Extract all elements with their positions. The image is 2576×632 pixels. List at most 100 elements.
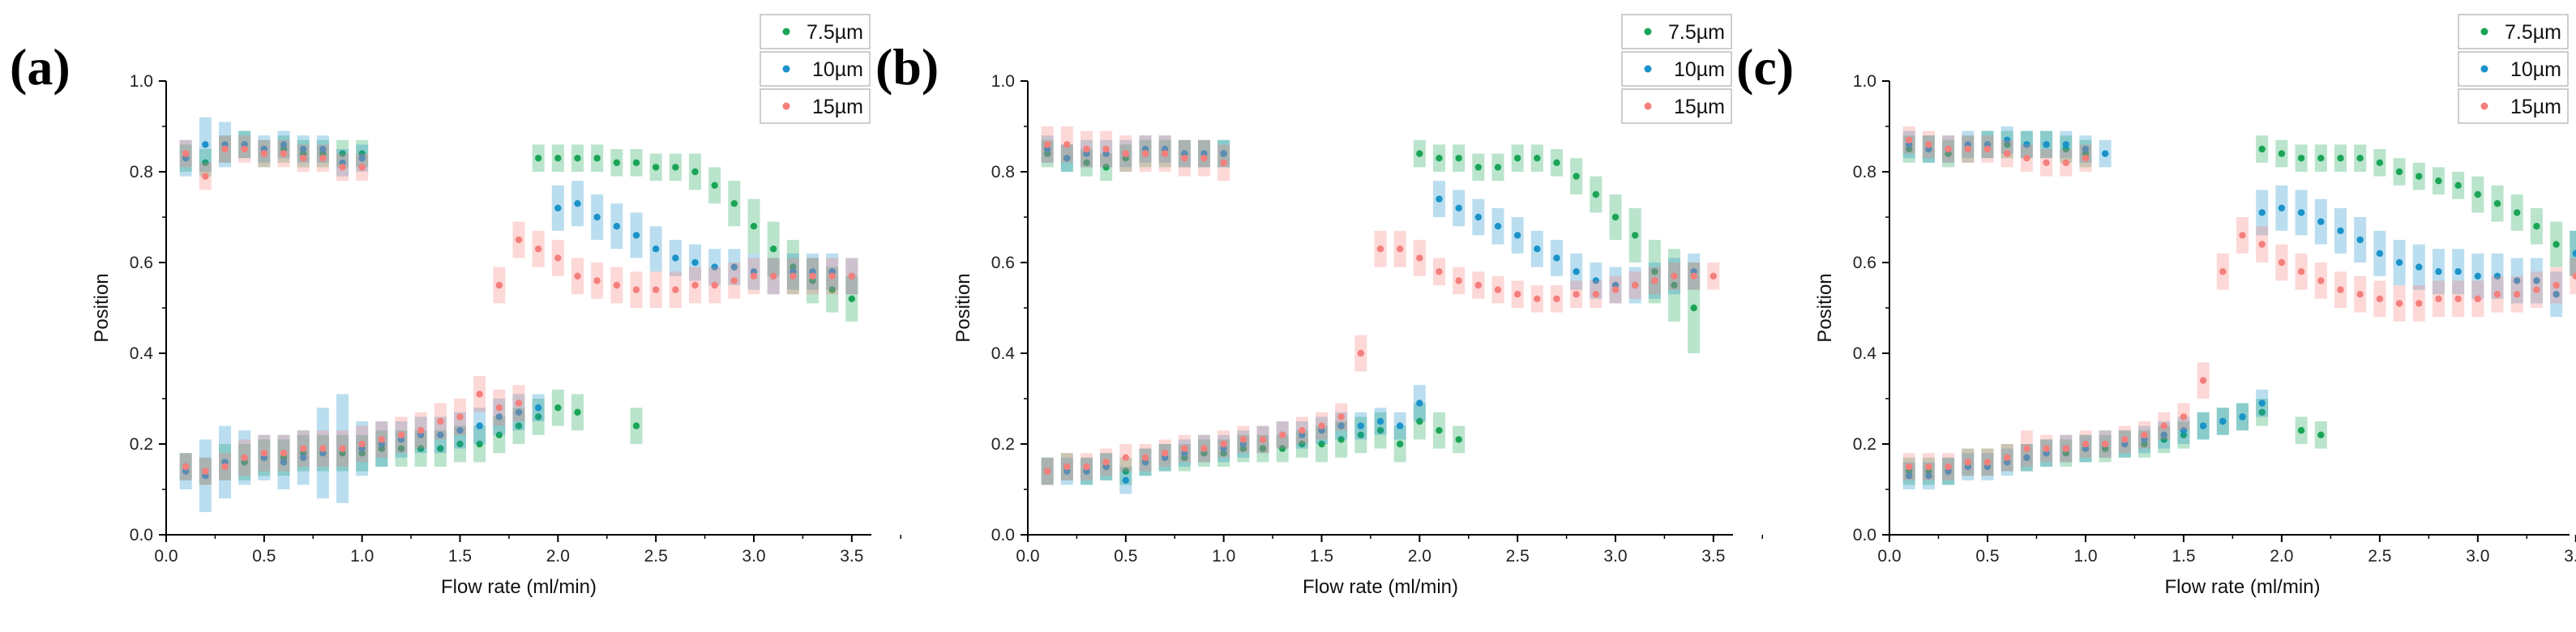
data-point — [1259, 445, 1267, 452]
data-point — [339, 150, 346, 157]
data-point — [1376, 246, 1384, 253]
data-point — [632, 286, 640, 293]
data-point — [319, 155, 327, 162]
y-axis-title: Position — [952, 273, 974, 342]
data-point — [534, 413, 542, 421]
data-point — [1925, 472, 1932, 480]
data-point — [652, 286, 660, 293]
data-point — [1690, 304, 1697, 312]
series-7.5µm — [179, 130, 858, 485]
data-point — [515, 422, 523, 429]
y-tick-label: 0.2 — [130, 435, 153, 454]
data-point — [1063, 463, 1071, 471]
data-point — [1925, 463, 1932, 471]
data-point — [2337, 155, 2344, 162]
x-tick-label: 2.0 — [2270, 547, 2293, 566]
data-point — [613, 281, 621, 289]
data-point — [2435, 268, 2442, 275]
data-point — [632, 232, 640, 239]
data-point — [1611, 213, 1620, 221]
data-point — [1083, 159, 1090, 166]
series-15µm — [1902, 126, 2576, 480]
data-point — [221, 463, 229, 471]
data-point — [554, 204, 562, 211]
data-point — [417, 427, 425, 434]
data-point — [1181, 155, 1188, 162]
legend-marker — [1644, 28, 1652, 36]
x-tick-label: 3.0 — [742, 547, 765, 566]
data-point — [2141, 431, 2148, 438]
data-point — [2239, 413, 2246, 421]
data-point — [2160, 431, 2167, 438]
data-point — [1611, 286, 1620, 293]
data-point — [848, 295, 856, 302]
data-point — [1299, 440, 1306, 448]
data-point — [358, 155, 366, 162]
data-point — [2435, 177, 2442, 185]
data-point — [2514, 209, 2521, 216]
data-point — [1043, 468, 1051, 475]
data-point — [1964, 145, 1971, 153]
legend-label: 15µm — [812, 96, 863, 118]
y-tick-label: 0.6 — [1853, 254, 1876, 272]
data-point — [593, 155, 601, 162]
data-point — [2219, 417, 2227, 425]
x-tick-label: 3.5 — [840, 547, 863, 566]
data-point — [339, 164, 346, 171]
data-point — [2533, 277, 2540, 284]
data-point — [2258, 145, 2266, 153]
data-point — [1122, 476, 1130, 484]
x-tick-label: 0.5 — [1975, 547, 1999, 566]
x-tick-label: 2.0 — [546, 547, 570, 566]
data-point — [1474, 164, 1483, 171]
legend-box — [760, 14, 871, 49]
legend-box — [1621, 88, 1732, 124]
data-point — [2023, 141, 2030, 148]
data-point — [417, 445, 425, 452]
data-point — [2552, 291, 2560, 298]
data-point — [2180, 427, 2188, 434]
panel-label: (b) — [875, 38, 939, 96]
data-point — [574, 272, 581, 280]
chart-panel-1: (a) 0.0 0.5 1.0 1.5 2.0 2.5 3.0 3.5 0.0 0.2 0.4 0.6 0… — [10, 14, 901, 598]
data-point — [2160, 422, 2167, 429]
x-tick-label: 3.0 — [1603, 547, 1627, 566]
data-point — [280, 450, 288, 457]
x-tick-label: 1.5 — [448, 547, 472, 566]
data-point — [1455, 155, 1462, 162]
data-point — [1573, 268, 1580, 275]
data-point — [456, 427, 464, 434]
data-point — [2297, 427, 2305, 434]
data-point — [495, 281, 503, 289]
data-point — [632, 422, 640, 429]
data-point — [1102, 459, 1110, 466]
data-point — [202, 173, 209, 180]
data-point — [1964, 459, 1971, 466]
data-point — [2317, 218, 2325, 225]
data-point — [1474, 213, 1483, 221]
series-15µm — [179, 135, 858, 485]
data-point — [2552, 241, 2560, 248]
data-point — [1671, 281, 1678, 289]
data-point — [1436, 427, 1443, 434]
y-tick-label: 0.0 — [130, 526, 153, 544]
data-point — [1122, 468, 1130, 475]
data-point — [2376, 250, 2384, 257]
data-point — [2416, 173, 2423, 180]
data-point — [2121, 436, 2129, 443]
data-point — [2043, 445, 2050, 452]
data-point — [1494, 223, 1502, 230]
x-tick-label: 3.0 — [2466, 547, 2489, 566]
data-point — [202, 159, 209, 166]
data-point — [1396, 246, 1404, 253]
data-point — [1357, 431, 1365, 438]
data-point — [1534, 155, 1541, 162]
x-tick-label: 3.5 — [1701, 547, 1725, 566]
data-point — [554, 155, 562, 162]
legend-label: 7.5µm — [807, 21, 863, 44]
data-point — [1337, 413, 1345, 421]
legend-box — [1621, 51, 1732, 87]
series-7.5µm — [1041, 139, 1701, 485]
data-point — [476, 391, 483, 398]
data-point — [515, 408, 523, 416]
